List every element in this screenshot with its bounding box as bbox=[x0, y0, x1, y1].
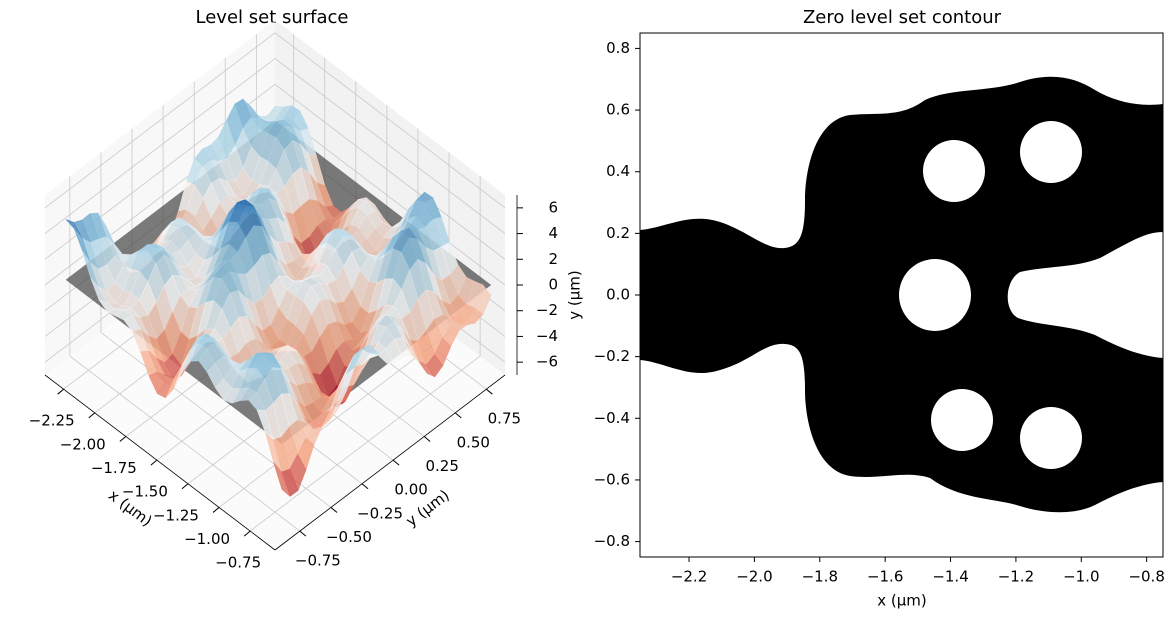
grid-line bbox=[218, 332, 450, 508]
grid-line bbox=[274, 32, 506, 209]
grid-line bbox=[69, 355, 301, 532]
x-tick bbox=[150, 459, 158, 466]
x-tick bbox=[243, 530, 251, 537]
y-tick bbox=[299, 530, 307, 537]
z-tick-label: −4 bbox=[536, 327, 558, 345]
y-tick-label: 0.00 bbox=[394, 481, 427, 499]
y-tick-label: −0.2 bbox=[594, 347, 630, 365]
axis-line bbox=[44, 374, 276, 551]
y-tick-label: −0.6 bbox=[594, 470, 630, 488]
z-tick-label: 2 bbox=[548, 250, 558, 268]
z-tick-label: −6 bbox=[536, 353, 558, 371]
x-tick-label: −0.8 bbox=[1128, 568, 1164, 586]
x-tick-label: −2.0 bbox=[736, 568, 772, 586]
grid-line bbox=[274, 109, 506, 286]
hole bbox=[931, 389, 993, 451]
x-tick-label: −1.8 bbox=[802, 568, 838, 586]
x-tick-label: −1.2 bbox=[998, 568, 1034, 586]
hole bbox=[1020, 407, 1082, 469]
surface-patch bbox=[273, 462, 291, 498]
y-tick-label: 0.4 bbox=[606, 162, 630, 180]
chart-title: Zero level set contour bbox=[803, 7, 1002, 28]
z-tick-label: 0 bbox=[548, 276, 558, 294]
hole bbox=[1020, 121, 1082, 183]
grid-line bbox=[274, 83, 506, 260]
z-tick-label: −2 bbox=[536, 301, 558, 319]
x-tick bbox=[212, 507, 220, 513]
z-axis-label: y (μm) bbox=[566, 270, 584, 320]
axis-line bbox=[274, 374, 506, 551]
x-tick bbox=[88, 412, 96, 419]
hole bbox=[923, 140, 985, 202]
grid-line bbox=[44, 58, 276, 234]
y-tick bbox=[361, 483, 369, 490]
x-tick-label: −2.00 bbox=[60, 435, 106, 453]
y-tick bbox=[454, 412, 462, 419]
x-tick-label: −0.75 bbox=[215, 554, 261, 572]
grid-line bbox=[249, 355, 481, 532]
y-tick-label: −0.4 bbox=[594, 409, 630, 427]
y-tick-label: 0.75 bbox=[488, 410, 521, 428]
y-tick-label: 0.50 bbox=[457, 433, 490, 451]
x-tick-label: −2.2 bbox=[671, 568, 707, 586]
y-tick-label: 0.2 bbox=[606, 224, 630, 242]
x-tick-label: −1.25 bbox=[153, 506, 199, 524]
x-tick-label: −2.25 bbox=[29, 412, 75, 430]
grid-line bbox=[44, 32, 276, 209]
x-tick-label: −1.0 bbox=[1063, 568, 1099, 586]
contour-plot: x (μm) −2.2 −2.0 −1.8 −1.6 −1.4 −1.2 −1.0 −0.8 0… bbox=[594, 32, 1165, 610]
y-tick bbox=[330, 507, 338, 513]
z-tick-label: 4 bbox=[548, 224, 558, 242]
x-tick-label: −1.6 bbox=[867, 568, 903, 586]
y-tick bbox=[392, 459, 400, 466]
y-tick-label: 0.0 bbox=[606, 286, 630, 304]
x-tick bbox=[57, 388, 64, 395]
y-tick-label: −0.25 bbox=[357, 504, 403, 522]
y-tick-label: −0.8 bbox=[594, 532, 630, 550]
x-tick-label: −1.4 bbox=[932, 568, 968, 586]
z-tick-label: 6 bbox=[548, 198, 558, 216]
x-tick-label: −1.50 bbox=[122, 483, 168, 501]
x-tick bbox=[181, 483, 189, 490]
y-tick-label: −0.50 bbox=[326, 528, 372, 546]
x-tick bbox=[119, 436, 127, 442]
grid-line bbox=[274, 58, 506, 234]
y-tick-label: 0.8 bbox=[606, 39, 630, 57]
y-tick bbox=[423, 436, 431, 442]
y-tick-label: 0.6 bbox=[606, 101, 630, 119]
x-tick-label: −1.00 bbox=[184, 530, 230, 548]
y-tick-label: 0.25 bbox=[425, 457, 458, 475]
surface-plot: −2.25 −2.00 −1.75 −1.50 −1.25 −1.00 −0.75 −0.75… bbox=[29, 20, 584, 572]
hole bbox=[899, 259, 971, 331]
x-axis-label: x (μm) bbox=[877, 592, 927, 610]
y-tick-label: −0.75 bbox=[295, 552, 341, 570]
x-tick-label: −1.75 bbox=[91, 459, 137, 477]
y-tick bbox=[486, 388, 493, 395]
chart-title: Level set surface bbox=[196, 7, 349, 28]
